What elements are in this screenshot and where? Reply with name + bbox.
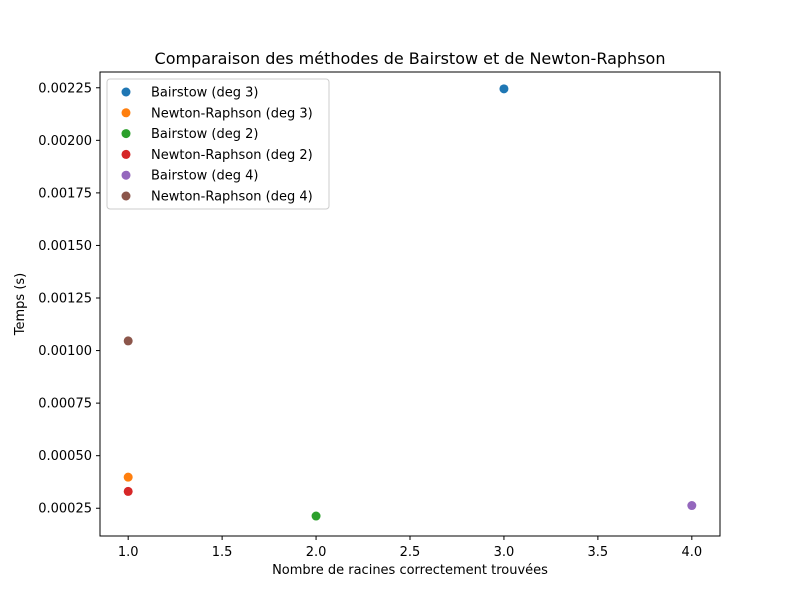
legend-label: Bairstow (deg 3) <box>151 86 258 101</box>
x-tick-label: 1.5 <box>212 545 233 560</box>
legend-label: Newton-Raphson (deg 4) <box>151 190 313 205</box>
y-tick-label: 0.00025 <box>38 502 92 517</box>
x-axis-label: Nombre de racines correctement trouvées <box>272 563 548 578</box>
legend-label: Bairstow (deg 4) <box>151 169 258 184</box>
legend-marker <box>121 129 131 139</box>
legend-entries: Bairstow (deg 3) Newton-Raphson (deg 3) Ba… <box>121 86 313 205</box>
y-tick-label: 0.00100 <box>38 344 92 359</box>
y-axis-label: Temps (s) <box>13 273 28 336</box>
data-point-series-3 <box>123 486 133 496</box>
x-tick-label: 3.0 <box>494 545 515 560</box>
legend-marker <box>121 149 131 159</box>
y-tick-label: 0.00075 <box>38 397 92 412</box>
legend-marker <box>121 87 131 97</box>
y-tick-label: 0.00150 <box>38 239 92 254</box>
legend-box <box>106 78 330 210</box>
data-point-series-2 <box>311 511 321 521</box>
x-axis: 1.0 1.5 2.0 2.5 3.0 3.5 4.0 <box>118 536 702 560</box>
x-tick-label: 3.5 <box>588 545 609 560</box>
legend-label: Bairstow (deg 2) <box>151 127 258 142</box>
y-tick-label: 0.00225 <box>38 81 92 96</box>
y-tick-label: 0.00125 <box>38 292 92 307</box>
legend-label: Newton-Raphson (deg 2) <box>151 148 313 163</box>
chart-title: Comparaison des méthodes de Bairstow et … <box>155 49 666 68</box>
x-tick-label: 2.0 <box>306 545 327 560</box>
y-axis: 0.00025 0.00050 0.00075 0.00100 0.00125 0.001… <box>38 81 100 517</box>
y-tick-label: 0.00200 <box>38 134 92 149</box>
legend-label: Newton-Raphson (deg 3) <box>151 106 313 121</box>
legend: Bairstow (deg 3) Newton-Raphson (deg 3) Ba… <box>106 78 330 210</box>
data-points <box>123 84 697 521</box>
data-point-series-0 <box>499 84 509 94</box>
data-point-series-4 <box>687 501 697 511</box>
data-point-series-1 <box>123 472 133 482</box>
x-tick-label: 4.0 <box>681 545 702 560</box>
x-tick-label: 1.0 <box>118 545 139 560</box>
y-tick-label: 0.00175 <box>38 186 92 201</box>
legend-marker <box>121 191 131 201</box>
legend-marker <box>121 170 131 180</box>
x-tick-label: 2.5 <box>400 545 421 560</box>
y-tick-label: 0.00050 <box>38 449 92 464</box>
legend-marker <box>121 108 131 118</box>
data-point-series-5 <box>123 336 133 346</box>
